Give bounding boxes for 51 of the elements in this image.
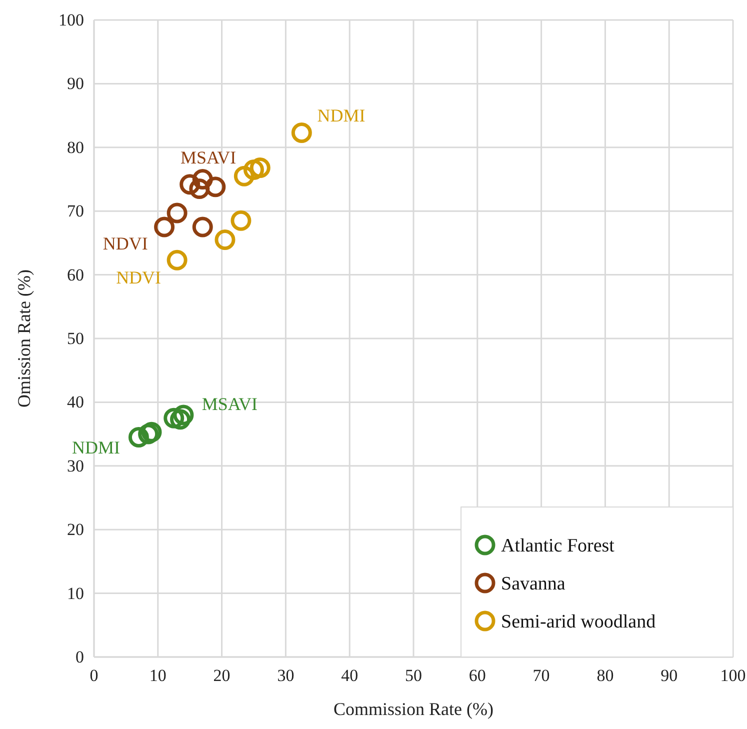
point [173, 404, 194, 426]
point [234, 166, 254, 186]
y-tick-label: 30 [67, 456, 84, 476]
y-tick-label: 60 [67, 265, 84, 284]
legend-label: Semi-arid woodland [501, 612, 656, 633]
y-tick-label: 90 [67, 74, 84, 94]
x-tick-label: 80 [596, 666, 614, 686]
y-tick-label: 20 [67, 520, 84, 540]
annotation: NDMI [72, 438, 120, 458]
y-tick-label: 80 [67, 138, 84, 157]
x-tick-label: 40 [341, 666, 358, 686]
point [154, 216, 175, 238]
x-tick-label: 50 [405, 666, 422, 686]
x-tick-label: 10 [149, 666, 166, 686]
annotation: MSAVI [202, 394, 258, 414]
annotation: NDVI [116, 267, 162, 288]
x-tick-label: 30 [277, 666, 294, 686]
point [170, 409, 191, 430]
point [164, 408, 184, 428]
point [166, 250, 188, 270]
x-tick-label: 0 [90, 666, 98, 686]
x-tick-label: 100 [720, 666, 746, 686]
point [128, 426, 149, 448]
legend-label: Atlantic Forest [501, 536, 616, 557]
point [244, 159, 264, 180]
y-tick-label: 0 [76, 647, 84, 666]
annotation: NDMI [317, 106, 366, 126]
point [180, 174, 200, 195]
x-tick-label: 90 [660, 666, 678, 686]
point [250, 158, 270, 178]
point [230, 210, 252, 231]
point [192, 216, 213, 238]
y-tick-label: 50 [67, 328, 84, 348]
y-tick-label: 100 [58, 10, 84, 30]
x-tick-label: 70 [532, 666, 550, 686]
point [205, 176, 226, 198]
annotation: NDVI [102, 233, 148, 254]
annotation: MSAVI [180, 148, 236, 168]
y-tick-label: 40 [67, 392, 84, 412]
y-axis-title: Omission Rate (%) [14, 270, 34, 408]
x-tick-label: 60 [468, 666, 486, 686]
y-tick-label: 10 [67, 584, 84, 603]
x-tick-label: 20 [213, 666, 230, 686]
legend-label: Savanna [501, 574, 566, 595]
point [166, 202, 188, 224]
point [189, 178, 210, 200]
point [291, 122, 312, 143]
point [214, 230, 236, 250]
y-tick-label: 70 [67, 202, 84, 221]
x-axis-title: Commission Rate (%) [334, 699, 494, 719]
point [192, 169, 213, 190]
